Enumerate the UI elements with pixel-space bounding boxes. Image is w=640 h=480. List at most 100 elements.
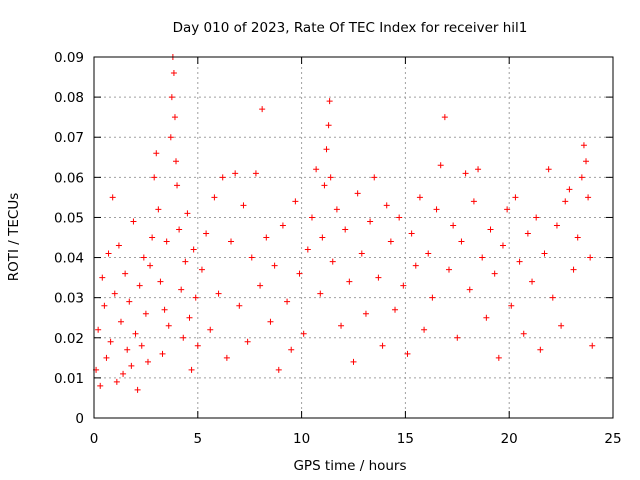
data-point <box>173 158 180 165</box>
data-point <box>429 294 436 301</box>
data-point <box>371 174 378 181</box>
data-point <box>350 358 357 365</box>
data-point <box>107 338 114 345</box>
data-point <box>570 266 577 273</box>
data-point <box>248 254 255 261</box>
data-point <box>101 302 108 309</box>
data-point <box>342 226 349 233</box>
y-tick-label: 0 <box>75 411 84 427</box>
data-point <box>392 306 399 313</box>
data-point <box>99 274 106 281</box>
data-point <box>549 294 556 301</box>
data-point <box>585 194 592 201</box>
data-point <box>421 326 428 333</box>
y-tick-label: 0.01 <box>54 371 84 387</box>
data-points <box>93 54 596 393</box>
data-point <box>165 322 172 329</box>
data-point <box>578 174 585 181</box>
data-point <box>144 358 151 365</box>
x-tick-label: 20 <box>501 431 518 447</box>
data-point <box>412 262 419 269</box>
data-point <box>466 286 473 293</box>
data-point <box>190 246 197 253</box>
x-tick-label: 5 <box>194 431 203 447</box>
data-point <box>142 310 149 317</box>
y-tick-label: 0.03 <box>54 291 84 307</box>
data-point <box>495 354 502 361</box>
data-point <box>252 170 259 177</box>
data-point <box>296 270 303 277</box>
data-point <box>186 314 193 321</box>
data-point <box>441 114 448 121</box>
data-point <box>188 366 195 373</box>
data-point <box>329 258 336 265</box>
data-point <box>387 238 394 245</box>
data-point <box>379 342 386 349</box>
data-point <box>176 226 183 233</box>
data-point <box>354 190 361 197</box>
data-point <box>396 214 403 221</box>
data-point <box>327 174 334 181</box>
data-point <box>383 202 390 209</box>
data-point <box>520 330 527 337</box>
data-point <box>182 258 189 265</box>
data-point <box>194 342 201 349</box>
data-point <box>508 302 515 309</box>
data-point <box>462 170 469 177</box>
data-point <box>263 234 270 241</box>
data-point <box>425 250 432 257</box>
data-point <box>445 266 452 273</box>
data-point <box>288 346 295 353</box>
data-point <box>516 258 523 265</box>
data-point <box>487 226 494 233</box>
data-point <box>317 290 324 297</box>
data-point <box>574 234 581 241</box>
data-point <box>483 314 490 321</box>
axis-ticks: 0 0.01 0.02 0.03 0.04 0.05 0.06 0.07 0.08 0.09 0 5 1… <box>54 50 622 447</box>
data-point <box>170 70 177 77</box>
data-point <box>174 182 181 189</box>
data-point <box>95 326 102 333</box>
data-point <box>333 206 340 213</box>
data-point <box>375 274 382 281</box>
data-point <box>203 230 210 237</box>
data-point <box>325 122 332 129</box>
data-point <box>155 206 162 213</box>
y-axis-label: ROTI / TECUs <box>6 193 22 281</box>
data-point <box>553 222 560 229</box>
data-point <box>240 202 247 209</box>
data-point <box>408 230 415 237</box>
data-point <box>358 250 365 257</box>
data-point <box>300 330 307 337</box>
data-point <box>223 354 230 361</box>
data-point <box>583 158 590 165</box>
data-point <box>136 282 143 289</box>
data-point <box>321 182 328 189</box>
y-tick-label: 0.06 <box>54 170 84 186</box>
data-point <box>115 242 122 249</box>
data-point <box>499 242 506 249</box>
data-point <box>400 282 407 289</box>
data-point <box>259 106 266 113</box>
data-point <box>416 194 423 201</box>
data-point <box>130 218 137 225</box>
data-point <box>232 170 239 177</box>
data-point <box>149 234 156 241</box>
data-point <box>541 250 548 257</box>
data-point <box>454 334 461 341</box>
data-point <box>450 222 457 229</box>
data-point <box>103 354 110 361</box>
data-point <box>151 174 158 181</box>
data-point <box>257 282 264 289</box>
x-tick-label: 25 <box>604 431 621 447</box>
data-point <box>304 246 311 253</box>
data-point <box>215 290 222 297</box>
data-point <box>367 218 374 225</box>
data-point <box>275 366 282 373</box>
data-point <box>524 230 531 237</box>
data-point <box>140 254 147 261</box>
data-point <box>134 386 141 393</box>
data-point <box>545 166 552 173</box>
data-point <box>219 174 226 181</box>
data-point <box>284 298 291 305</box>
